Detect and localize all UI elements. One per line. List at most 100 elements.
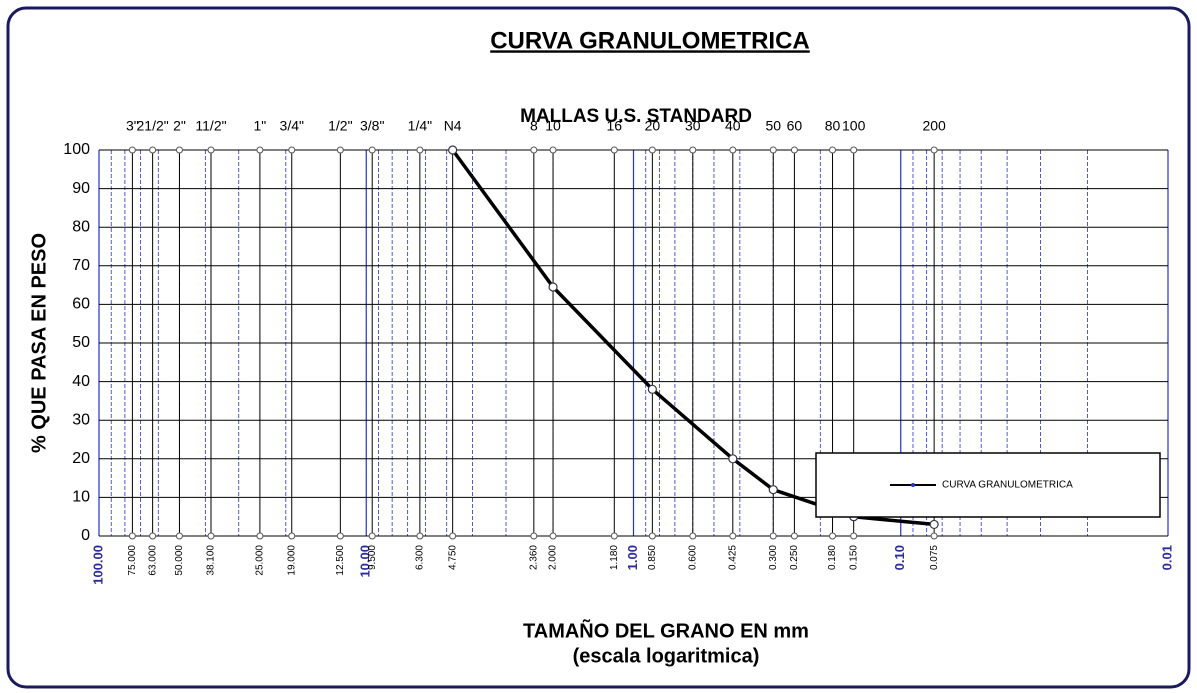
sieve-marker	[610, 146, 618, 154]
data-point	[728, 454, 738, 464]
y-tick-label: 60	[72, 296, 90, 313]
y-tick-label: 80	[72, 218, 90, 235]
sieve-marker	[149, 532, 157, 540]
sieve-size-label: 0.075	[929, 545, 940, 570]
sieve-size-label: 19.000	[286, 545, 297, 576]
sieve-name: 11/2"	[195, 118, 226, 134]
sieve-name: 80	[825, 118, 841, 134]
sieve-name: 1"	[254, 118, 267, 134]
sieve-size-label: 0.600	[687, 545, 698, 570]
sieve-marker	[769, 532, 777, 540]
x-tick-label: 0.10	[892, 545, 907, 570]
sieve-marker	[336, 532, 344, 540]
sieve-marker	[829, 146, 837, 154]
sieve-name: 200	[922, 118, 946, 134]
sieve-name: 10	[545, 118, 561, 134]
sieve-name: 3/4"	[280, 118, 304, 134]
data-point	[647, 384, 657, 394]
sieve-size-label: 0.250	[789, 545, 800, 570]
sieve-marker	[530, 146, 538, 154]
data-point	[548, 282, 558, 292]
sieve-size-label: 1.180	[609, 545, 620, 570]
sieve-marker	[689, 532, 697, 540]
sieve-size-label: 2.000	[548, 545, 559, 570]
sieve-marker	[648, 146, 656, 154]
sieve-marker	[288, 146, 296, 154]
y-tick-label: 100	[63, 141, 90, 158]
sieve-name: 30	[685, 118, 701, 134]
sieve-marker	[368, 146, 376, 154]
x-tick-label: 10.00	[358, 545, 373, 578]
y-tick-label: 10	[72, 489, 90, 506]
sieve-marker	[769, 146, 777, 154]
sieve-marker	[689, 146, 697, 154]
sieve-marker	[729, 532, 737, 540]
sieve-marker	[790, 146, 798, 154]
sieve-marker	[149, 146, 157, 154]
sieve-marker	[416, 146, 424, 154]
sieve-marker	[175, 532, 183, 540]
y-tick-label: 30	[72, 411, 90, 428]
sieve-name: 40	[725, 118, 741, 134]
sieve-size-label: 2.360	[528, 545, 539, 570]
sieve-size-label: 50.000	[174, 545, 185, 576]
sieve-name: 8	[530, 118, 538, 134]
sieve-name: 2"	[173, 118, 186, 134]
chart-title: CURVA GRANULOMETRICA	[490, 27, 810, 54]
x-tick-label: 0.01	[1159, 545, 1174, 570]
sieve-marker	[416, 532, 424, 540]
sieve-name: 3/8"	[360, 118, 384, 134]
sieve-marker	[829, 532, 837, 540]
sieve-marker	[549, 146, 557, 154]
data-point	[929, 519, 939, 530]
sieve-marker	[449, 532, 457, 540]
sieve-name: N4	[444, 118, 462, 134]
y-tick-label: 0	[81, 527, 90, 544]
sieve-name: 16	[607, 118, 623, 134]
chart-subtitle: MALLAS U.S. STANDARD	[520, 106, 752, 127]
sieve-marker	[207, 532, 215, 540]
sieve-name: 1/4"	[408, 118, 432, 134]
sieve-marker	[610, 532, 618, 540]
sieve-marker	[207, 146, 215, 154]
x-tick-label: 100.00	[90, 545, 105, 585]
sieve-size-label: 0.180	[827, 545, 838, 570]
x-axis-label: TAMAÑO DEL GRANO EN mm	[523, 619, 809, 642]
legend-label: CURVA GRANULOMETRICA	[942, 480, 1073, 491]
data-point	[768, 485, 778, 495]
sieve-size-label: 25.000	[255, 545, 266, 576]
sieve-name: 60	[787, 118, 803, 134]
legend-marker	[911, 483, 915, 487]
sieve-marker	[336, 146, 344, 154]
sieve-size-label: 0.300	[768, 545, 779, 570]
sieve-marker	[850, 146, 858, 154]
sieve-name: 100	[842, 118, 866, 134]
sieve-size-label: 9.500	[367, 545, 378, 570]
sieve-size-label: 63.000	[147, 545, 158, 576]
sieve-marker	[128, 146, 136, 154]
sieve-marker	[256, 532, 264, 540]
sieve-marker	[530, 532, 538, 540]
legend-box	[815, 452, 1161, 518]
sieve-size-label: 75.000	[127, 545, 138, 576]
x-tick-label: 1.00	[625, 545, 640, 570]
data-point	[448, 145, 458, 155]
sieve-marker	[648, 532, 656, 540]
y-tick-label: 70	[72, 257, 90, 274]
sieve-name: 3"	[126, 118, 139, 134]
sieve-size-label: 4.750	[447, 545, 458, 570]
sieve-size-label: 0.150	[848, 545, 859, 570]
x-axis-note: (escala logaritmica)	[573, 645, 760, 667]
sieve-size-label: 0.425	[727, 545, 738, 570]
sieve-marker	[368, 532, 376, 540]
sieve-marker	[790, 532, 798, 540]
y-tick-label: 20	[72, 450, 90, 467]
sieve-marker	[288, 532, 296, 540]
sieve-size-label: 0.850	[647, 545, 658, 570]
y-tick-label: 90	[72, 180, 90, 197]
y-tick-label: 40	[72, 373, 90, 390]
y-tick-label: 50	[72, 334, 90, 351]
sieve-size-label: 38.100	[206, 545, 217, 576]
sieve-marker	[930, 532, 938, 540]
